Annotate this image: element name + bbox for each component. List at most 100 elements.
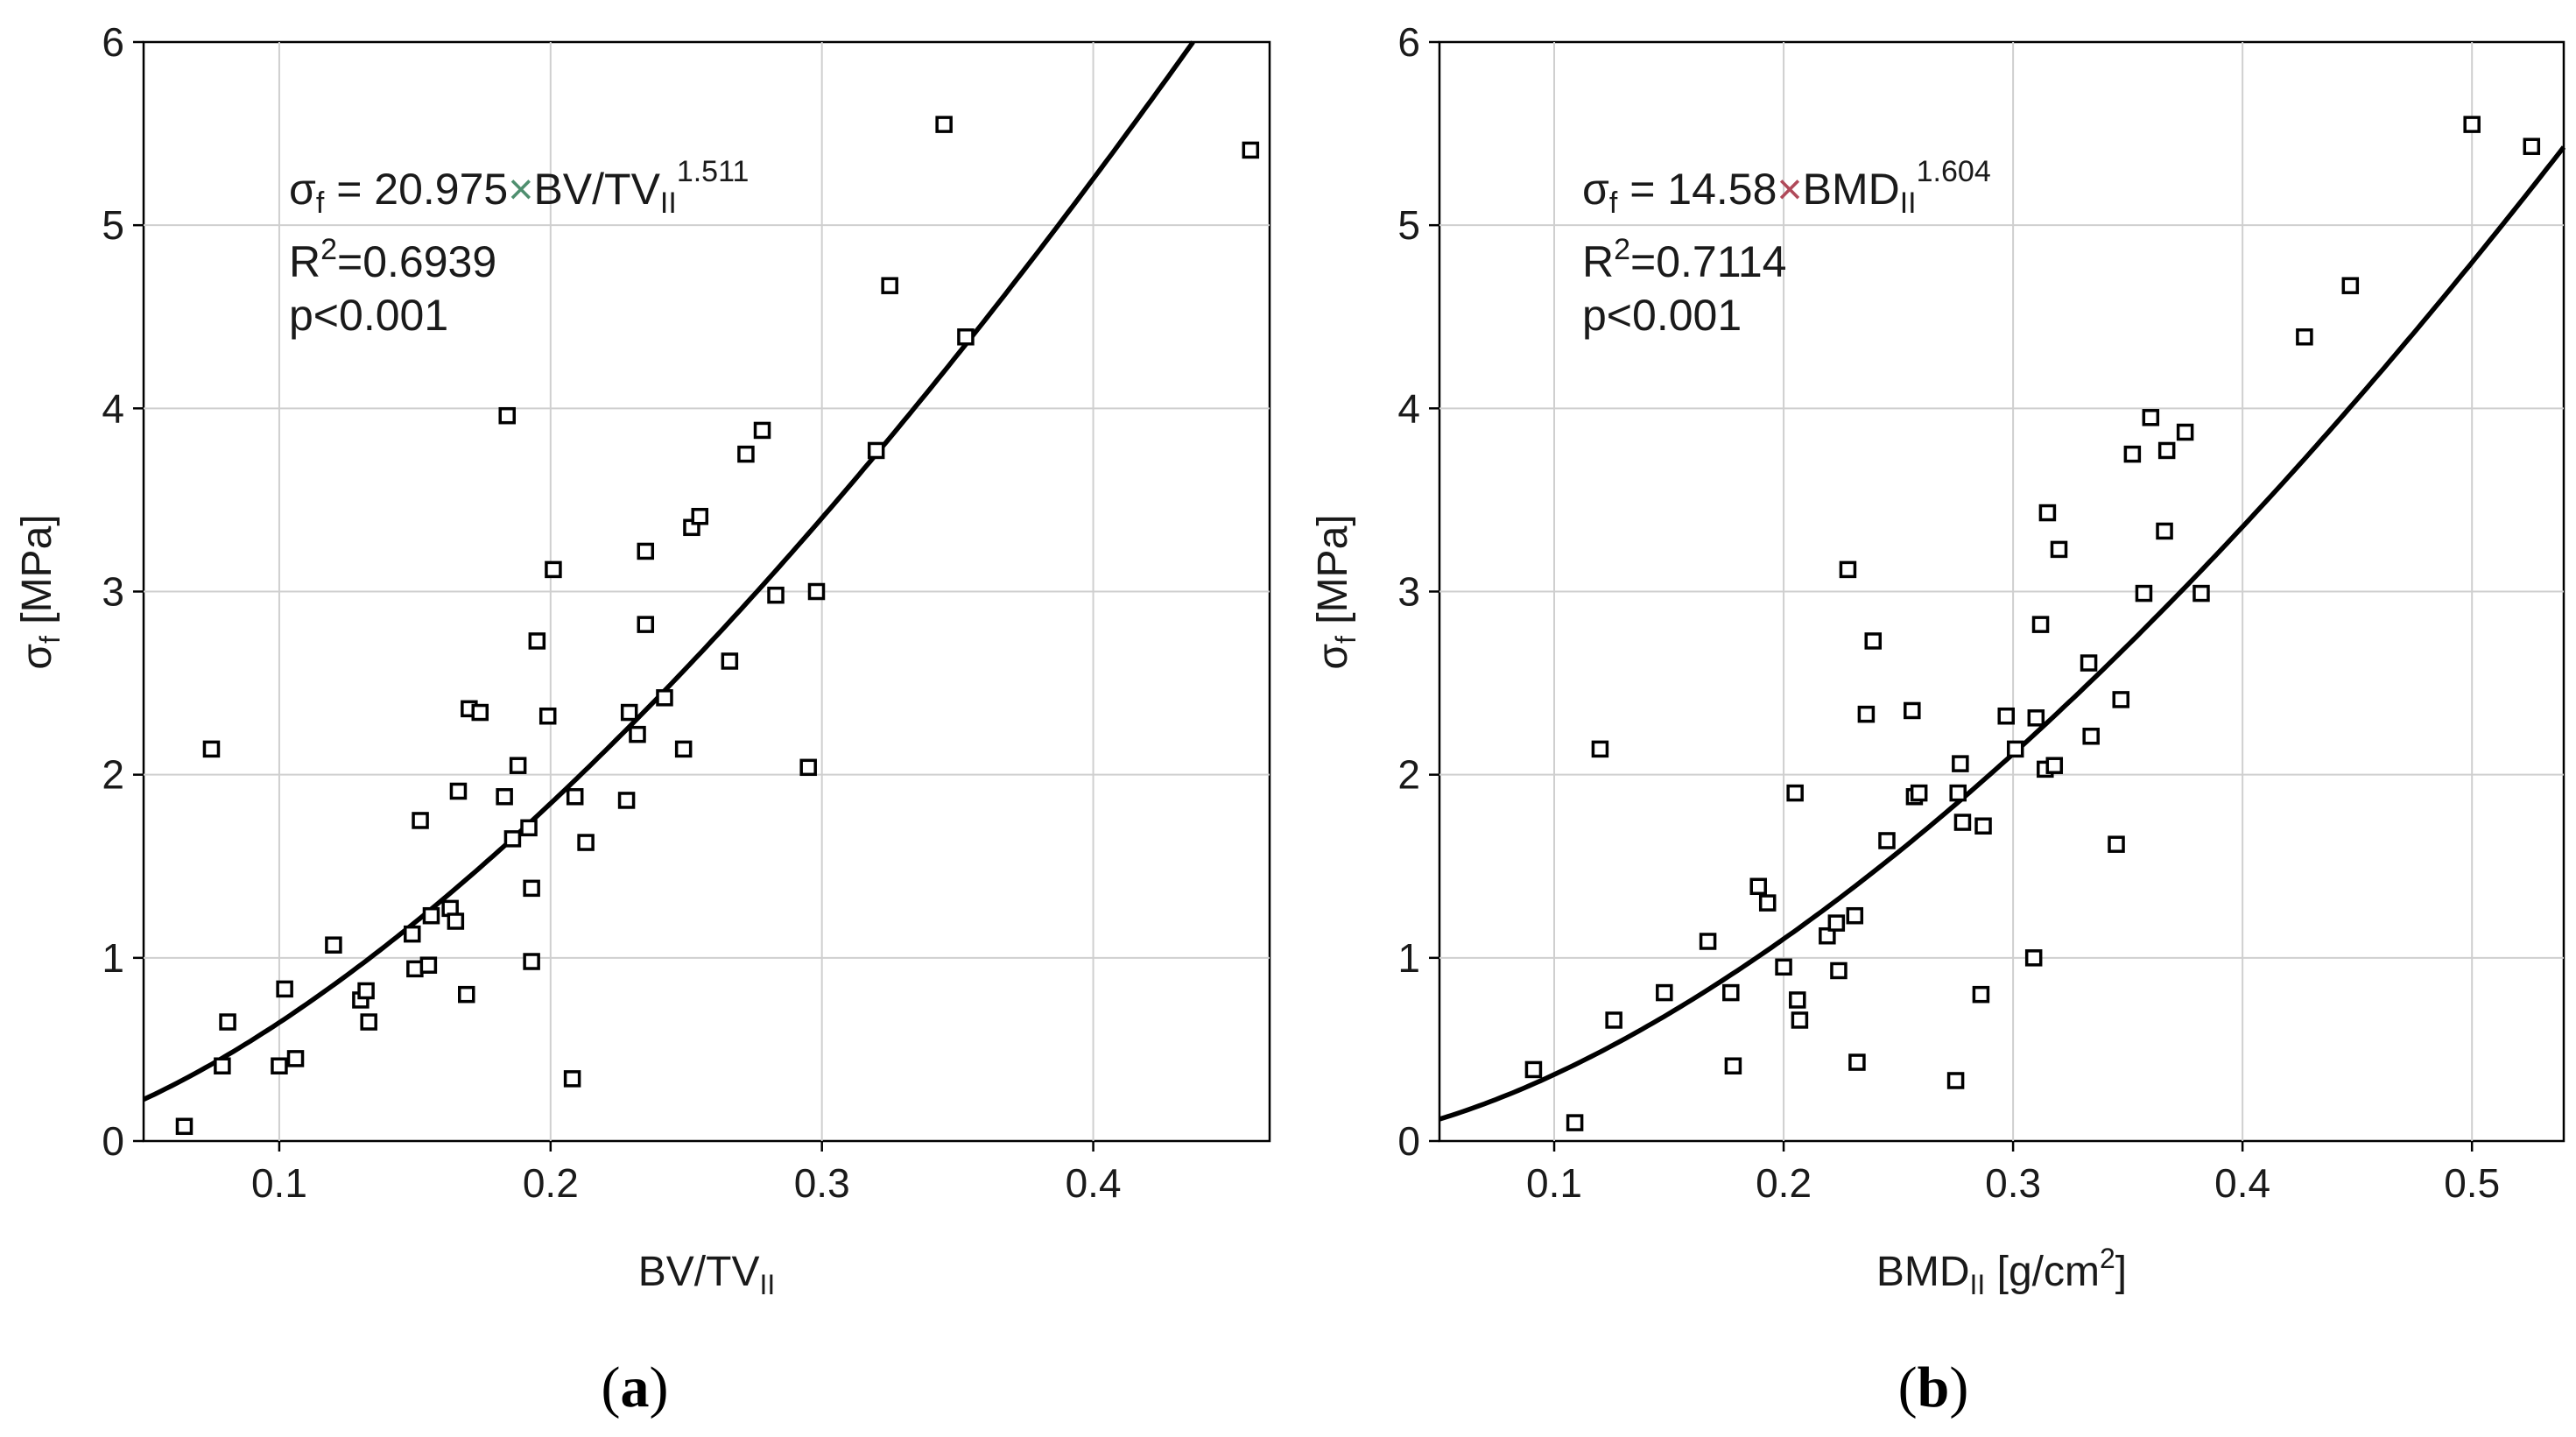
data-point (2157, 441, 2176, 460)
y-axis-label-a: σf [MPa] (14, 514, 66, 669)
data-point (214, 1057, 231, 1074)
data-point (1819, 926, 1836, 945)
data-point (1846, 906, 1864, 925)
data-point (545, 560, 562, 579)
x-tick-label: 0.4 (1066, 1160, 1122, 1206)
y-tick-label: 2 (102, 752, 124, 798)
data-point (2463, 116, 2481, 133)
data-point (1524, 1060, 1543, 1079)
data-point (1946, 1072, 1965, 1089)
data-point (1857, 705, 1876, 723)
data-point (1749, 877, 1767, 896)
data-point (458, 985, 475, 1004)
data-point (202, 740, 221, 758)
panel-label-a: (a) (602, 1356, 669, 1419)
x-tick-label: 0.4 (2214, 1160, 2270, 1206)
data-point (2341, 277, 2360, 294)
data-point (737, 445, 755, 463)
data-point (617, 792, 636, 809)
y-tick-label: 0 (102, 1118, 124, 1164)
data-point (637, 616, 655, 633)
data-point (1910, 784, 1928, 802)
data-point (867, 441, 885, 460)
data-point (2006, 740, 2024, 758)
data-point (1786, 784, 1804, 802)
x-tick-label: 0.3 (1985, 1160, 2041, 1206)
data-point (674, 740, 693, 758)
chart-panel-b: 0.1 0.2 0.3 0.4 0.5 0 1 2 3 4 5 6 σf = 14.58×BMDII… (1310, 19, 2566, 1419)
data-point (935, 116, 953, 133)
data-point (1789, 991, 1806, 1009)
data-point (2038, 504, 2057, 522)
gridlines-a (144, 42, 1270, 1141)
data-point (286, 1050, 305, 1067)
data-points-a (175, 116, 1260, 1136)
data-point (1952, 755, 1969, 772)
p-value-b: p<0.001 (1582, 291, 1742, 340)
y-tick-label: 5 (102, 202, 124, 248)
data-point (509, 757, 527, 774)
data-point (357, 982, 375, 1000)
data-point (1724, 1057, 1742, 1074)
data-point (422, 906, 440, 925)
data-point (449, 782, 468, 800)
x-tick-label: 0.2 (1756, 1160, 1812, 1206)
data-point (629, 725, 646, 743)
data-point (2142, 409, 2160, 426)
data-point (691, 507, 709, 525)
data-point (881, 277, 898, 294)
data-point (412, 812, 429, 829)
data-point (2082, 727, 2100, 745)
data-point (1656, 983, 1673, 1002)
y-tick-label: 0 (1397, 1118, 1420, 1164)
data-point (1878, 832, 1896, 849)
equation-b: σf = 14.58×BMDII1.604 (1582, 155, 1991, 220)
y-axis-label-b: σf [MPa] (1310, 514, 1362, 669)
data-point (276, 980, 293, 998)
data-point (1242, 141, 1260, 159)
data-point (271, 1057, 288, 1074)
data-point (447, 912, 465, 930)
data-point (2024, 949, 2043, 967)
x-axis-label-a: BV/TVII (638, 1249, 775, 1300)
data-point (2080, 654, 2098, 672)
data-point (1566, 1114, 1584, 1131)
data-point (528, 632, 546, 650)
data-point (360, 1013, 377, 1031)
x-axis-label-b: BMDII [g/cm2] (1876, 1243, 2127, 1300)
data-point (2045, 757, 2064, 774)
y-tick-label: 6 (1397, 19, 1420, 65)
data-point (471, 703, 489, 722)
data-point (656, 689, 673, 707)
x-tick-labels-b: 0.1 0.2 0.3 0.4 0.5 (1526, 1141, 2500, 1206)
data-point (498, 406, 516, 425)
data-point (1827, 914, 1846, 932)
data-point (404, 925, 421, 943)
data-point (523, 879, 540, 898)
x-tick-labels-a: 0.1 0.2 0.3 0.4 (251, 1141, 1122, 1206)
data-point (419, 956, 438, 974)
data-point (2156, 522, 2173, 540)
regression-curve-a (142, 40, 1195, 1102)
y-tick-labels-b: 0 1 2 3 4 5 6 (1397, 19, 1439, 1164)
data-point (2523, 137, 2541, 155)
x-tick-label: 0.3 (794, 1160, 850, 1206)
data-point (1904, 701, 1921, 720)
data-point (1953, 814, 1972, 831)
y-tick-label: 3 (102, 569, 124, 615)
data-point (1775, 958, 1792, 976)
y-tick-label: 2 (1397, 752, 1420, 798)
data-points-b (1524, 116, 2541, 1131)
data-point (1997, 707, 2015, 725)
data-point (1791, 1011, 1809, 1029)
data-point (2135, 584, 2153, 602)
data-point (1864, 632, 1883, 650)
data-point (2123, 445, 2142, 463)
data-point (807, 582, 826, 601)
data-point (563, 1070, 581, 1088)
data-point (2031, 616, 2050, 633)
data-point (620, 703, 638, 722)
panel-label-b: (b) (1898, 1356, 1969, 1419)
data-point (503, 830, 522, 848)
data-point (1591, 740, 1609, 758)
